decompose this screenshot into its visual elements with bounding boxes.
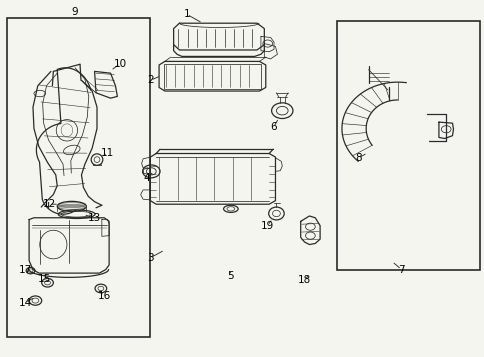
Text: 18: 18 (297, 275, 311, 285)
Text: 1: 1 (183, 9, 190, 19)
Text: 6: 6 (270, 122, 276, 132)
Text: 2: 2 (147, 75, 153, 85)
Text: 7: 7 (397, 265, 404, 275)
Text: 17: 17 (18, 265, 32, 275)
Bar (164, 64, 260, 89)
Text: 4: 4 (143, 173, 150, 183)
Text: 3: 3 (147, 253, 153, 263)
Text: 9: 9 (72, 7, 78, 17)
Text: 13: 13 (88, 213, 101, 223)
Text: 11: 11 (101, 148, 114, 158)
Text: 16: 16 (97, 291, 111, 301)
Text: 19: 19 (260, 221, 274, 231)
Bar (336, 21, 479, 270)
Text: 14: 14 (18, 298, 32, 308)
Text: 8: 8 (355, 153, 362, 163)
Bar (7, 18, 150, 337)
Text: 10: 10 (113, 59, 127, 69)
Text: 15: 15 (38, 274, 51, 284)
Text: 5: 5 (227, 271, 233, 281)
Text: 12: 12 (43, 199, 56, 209)
